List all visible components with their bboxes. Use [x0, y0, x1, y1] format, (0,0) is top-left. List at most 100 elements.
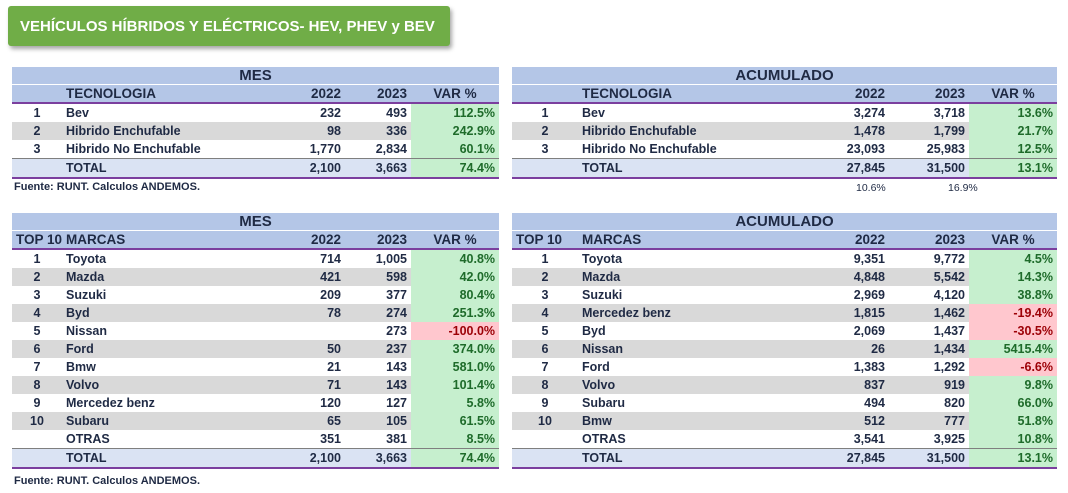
- value-2023-cell: 1,437: [933, 324, 965, 338]
- variation-cell: 8.5%: [411, 430, 500, 449]
- name-cell: Byd: [582, 324, 606, 338]
- value-2023-cell: 919: [889, 376, 969, 394]
- rank-cell: 6: [12, 340, 62, 358]
- column-header: 2023: [345, 230, 411, 250]
- tech-month-table: MES TECNOLOGIA 2022 2023 VAR % 1 Bev 232 493 112.…: [12, 67, 500, 179]
- share-2023: 16.9%: [948, 182, 978, 194]
- name-cell: Suzuki: [582, 288, 623, 302]
- value-2023-cell: 5,542: [889, 268, 969, 286]
- value-2022-cell: 351: [320, 432, 341, 446]
- column-header: 2022: [763, 84, 889, 104]
- value-2023-cell: 31,500: [889, 448, 969, 469]
- name-cell: OTRAS: [582, 432, 626, 446]
- value-2023-cell: 777: [889, 412, 969, 430]
- value-2023-cell: 493: [386, 106, 407, 120]
- rank-cell: 1: [33, 106, 41, 120]
- rank-cell: [12, 158, 62, 179]
- value-2022-cell: [267, 322, 345, 340]
- value-2022-cell: 26: [763, 340, 889, 358]
- table-row: 3 Suzuki 2,969 4,120 38.8%: [512, 286, 1057, 304]
- value-2022-cell: 98: [267, 122, 345, 140]
- variation-cell: 10.8%: [969, 430, 1057, 449]
- column-header: 2022: [267, 230, 345, 250]
- section-title: ACUMULADO: [512, 213, 1057, 231]
- value-2022-cell: 3,274: [853, 106, 885, 120]
- rank-cell: [512, 158, 578, 179]
- rank-cell: 5: [33, 324, 41, 338]
- brands-month-table: MES TOP 10 MARCAS 2022 2023 VAR % 1 Toyota 714 1,…: [12, 213, 500, 469]
- rank-cell: 4: [12, 304, 62, 322]
- column-header: 2022: [267, 84, 345, 104]
- value-2023-cell: 3,663: [345, 448, 411, 469]
- rank-cell: 2: [512, 268, 578, 286]
- value-2022-cell: 837: [763, 376, 889, 394]
- value-2022-cell: 1,383: [853, 360, 885, 374]
- rank-cell: 2: [512, 122, 578, 140]
- value-2023-cell: 3,925: [933, 432, 965, 446]
- rank-cell: 3: [541, 142, 549, 156]
- rank-cell: 5: [541, 324, 549, 338]
- column-header: TOP 10: [512, 230, 578, 250]
- variation-cell: 5415.4%: [969, 340, 1057, 358]
- value-2023-cell: 377: [386, 288, 407, 302]
- variation-cell: 51.8%: [969, 412, 1057, 430]
- table-row: OTRAS 351 381 8.5%: [12, 430, 500, 449]
- tech-cumulative-table: ACUMULADO TECNOLOGIA 2022 2023 VAR % 1 Bev 3,27…: [512, 67, 1057, 179]
- variation-cell: 74.4%: [411, 158, 500, 179]
- value-2022-cell: 4,848: [763, 268, 889, 286]
- value-2023-cell: 3,718: [933, 106, 965, 120]
- variation-cell: 242.9%: [411, 122, 500, 140]
- rank-cell: 7: [33, 360, 41, 374]
- variation-cell: -100.0%: [411, 322, 500, 340]
- rank-cell: 7: [541, 360, 549, 374]
- section-title: ACUMULADO: [512, 67, 1057, 85]
- value-2022-cell: 23,093: [846, 142, 885, 156]
- value-2023-cell: 1,462: [889, 304, 969, 322]
- name-cell: Ford: [582, 360, 610, 374]
- value-2023-cell: 25,983: [926, 142, 965, 156]
- value-2022-cell: 232: [320, 106, 341, 120]
- name-cell: Mercedez benz: [66, 396, 155, 410]
- value-2023-cell: 1,292: [933, 360, 965, 374]
- rank-cell: [12, 430, 62, 449]
- column-header: MARCAS: [578, 230, 763, 250]
- variation-cell: 13.1%: [969, 448, 1057, 469]
- table-row: 2 Mazda 4,848 5,542 14.3%: [512, 268, 1057, 286]
- name-cell: Toyota: [582, 252, 623, 266]
- name-cell: Mercedez benz: [578, 304, 763, 322]
- value-2022-cell: 1,770: [309, 142, 341, 156]
- variation-cell: 12.5%: [969, 140, 1057, 159]
- total-label: TOTAL: [578, 158, 763, 179]
- table-row: 1 Bev 232 493 112.5%: [12, 103, 500, 122]
- total-row: TOTAL 27,845 31,500 13.1%: [512, 158, 1057, 179]
- value-2022-cell: 21: [327, 360, 341, 374]
- table-row: 5 Byd 2,069 1,437 -30.5%: [512, 322, 1057, 340]
- value-2022-cell: 3,541: [853, 432, 885, 446]
- table-row: 9 Subaru 494 820 66.0%: [512, 394, 1057, 412]
- rank-cell: [512, 448, 578, 469]
- rank-cell: 3: [541, 288, 549, 302]
- name-cell: Ford: [62, 340, 267, 358]
- rank-cell: 3: [33, 142, 41, 156]
- total-label: TOTAL: [62, 448, 267, 469]
- table-row: 6 Nissan 26 1,434 5415.4%: [512, 340, 1057, 358]
- variation-cell: -19.4%: [969, 304, 1057, 322]
- table-row: 2 Mazda 421 598 42.0%: [12, 268, 500, 286]
- value-2023-cell: 3,663: [345, 158, 411, 179]
- value-2022-cell: 209: [320, 288, 341, 302]
- rank-cell: 1: [541, 106, 549, 120]
- value-2022-cell: 1,815: [763, 304, 889, 322]
- name-cell: Volvo: [578, 376, 763, 394]
- variation-cell: 374.0%: [411, 340, 500, 358]
- value-2023-cell: 598: [345, 268, 411, 286]
- value-2022-cell: 50: [267, 340, 345, 358]
- variation-cell: 80.4%: [411, 286, 500, 304]
- name-cell: Byd: [62, 304, 267, 322]
- table-row: 7 Ford 1,383 1,292 -6.6%: [512, 358, 1057, 376]
- column-header: TECNOLOGIA: [62, 84, 267, 104]
- table-row: 1 Toyota 9,351 9,772 4.5%: [512, 249, 1057, 268]
- table-row: OTRAS 3,541 3,925 10.8%: [512, 430, 1057, 449]
- value-2023-cell: 274: [345, 304, 411, 322]
- column-header: 2023: [889, 84, 969, 104]
- column-header: MARCAS: [62, 230, 267, 250]
